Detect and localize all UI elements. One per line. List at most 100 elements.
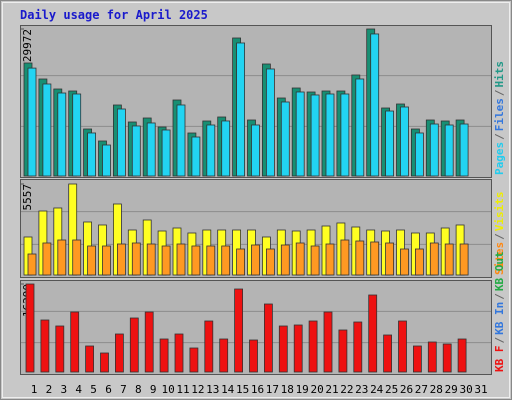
- x-tick-label: 8: [135, 383, 142, 396]
- bar: [221, 120, 231, 177]
- bar: [263, 303, 273, 373]
- bar: [236, 248, 246, 276]
- x-tick-label: 26: [400, 383, 413, 396]
- bar: [236, 42, 246, 177]
- bar: [87, 132, 96, 177]
- x-tick-label: 22: [340, 383, 353, 396]
- bar: [280, 244, 290, 276]
- bar: [310, 94, 320, 177]
- bar: [102, 144, 111, 177]
- x-tick-label: 29: [445, 383, 458, 396]
- legend-label: /: [493, 337, 506, 344]
- bar: [295, 91, 305, 177]
- x-tick-label: 20: [310, 383, 323, 396]
- x-tick-label: 27: [415, 383, 428, 396]
- bar: [219, 338, 229, 373]
- bar: [221, 245, 231, 276]
- x-tick-label: 5: [90, 383, 97, 396]
- bar: [383, 334, 393, 373]
- bar: [204, 320, 214, 373]
- x-tick-label: 4: [75, 383, 82, 396]
- bar: [429, 242, 439, 276]
- bar: [444, 243, 454, 276]
- bar: [117, 108, 126, 177]
- bar: [40, 319, 50, 373]
- bar: [429, 123, 439, 177]
- bar: [144, 311, 154, 373]
- bar: [189, 347, 199, 373]
- y-tick-label: 5557: [21, 184, 34, 211]
- x-tick-label: 16: [251, 383, 264, 396]
- series-labels: KB F / KB In / KB Out: [493, 251, 506, 372]
- bar: [115, 333, 124, 373]
- bar: [427, 341, 437, 373]
- bar: [161, 129, 171, 177]
- legend-label: Visits: [493, 192, 506, 232]
- bar: [265, 248, 275, 276]
- bar: [265, 68, 275, 177]
- bar: [176, 243, 186, 276]
- bar: [27, 67, 37, 177]
- x-tick-label: 24: [370, 383, 384, 396]
- bar: [206, 124, 216, 177]
- x-tick-label: 14: [221, 383, 235, 396]
- legend-label: /: [493, 293, 506, 300]
- bar: [398, 320, 407, 373]
- x-tick-label: 13: [206, 383, 219, 396]
- x-tick-label: 15: [236, 383, 249, 396]
- bar: [325, 243, 335, 276]
- bar: [444, 124, 454, 177]
- bar: [25, 283, 35, 373]
- bar: [293, 324, 303, 373]
- bar: [100, 352, 109, 373]
- x-tick-label: 31: [474, 383, 487, 396]
- legend-label: /: [493, 233, 506, 240]
- x-tick-label: 12: [191, 383, 204, 396]
- bar: [159, 338, 169, 373]
- bar: [355, 240, 365, 276]
- series-labels: Pages/Files/Hits: [493, 61, 506, 175]
- bar: [310, 245, 320, 276]
- bar: [87, 245, 96, 276]
- bar: [249, 339, 258, 373]
- bar: [370, 33, 380, 177]
- bar: [340, 239, 350, 276]
- bar: [412, 345, 422, 373]
- bar: [353, 321, 363, 373]
- legend-label: KB F: [493, 346, 506, 373]
- bar: [146, 243, 156, 276]
- bar: [325, 93, 335, 177]
- bar: [72, 239, 82, 276]
- bar: [457, 338, 467, 373]
- x-tick-label: 28: [430, 383, 443, 396]
- x-tick-label: 10: [161, 383, 174, 396]
- bar: [27, 253, 37, 276]
- bar: [459, 123, 469, 177]
- x-tick-label: 6: [105, 383, 112, 396]
- legend-label: Files: [493, 98, 506, 131]
- bar: [278, 325, 288, 373]
- bar: [42, 83, 52, 177]
- bar: [161, 245, 171, 276]
- bar: [146, 122, 156, 177]
- series-labels: Sites /Visits: [493, 192, 506, 276]
- bar: [57, 239, 67, 276]
- bar: [280, 101, 290, 177]
- x-tick-label: 17: [266, 383, 279, 396]
- x-tick-label: 18: [281, 383, 294, 396]
- x-tick-label: 11: [176, 383, 189, 396]
- legend-label: Hits: [493, 61, 506, 88]
- legend-label: KB In: [493, 302, 506, 335]
- bar: [385, 242, 395, 276]
- bar: [338, 329, 348, 373]
- bar: [191, 136, 201, 177]
- chart-title: Daily usage for April 2025: [20, 8, 208, 22]
- bar: [251, 124, 260, 177]
- legend-label: Sites: [493, 242, 506, 275]
- legend-label: /: [493, 133, 506, 140]
- bar: [414, 248, 424, 276]
- bar: [42, 242, 52, 276]
- bar: [442, 343, 452, 373]
